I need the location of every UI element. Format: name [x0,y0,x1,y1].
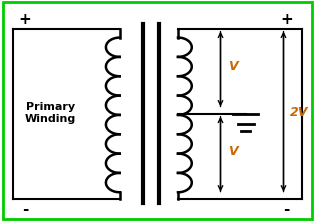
Text: Primary
Winding: Primary Winding [25,102,76,124]
Text: +: + [19,12,32,27]
Text: V: V [228,60,238,73]
Text: -: - [284,202,290,217]
Text: 2V: 2V [290,106,308,119]
Text: +: + [280,12,293,27]
Text: V: V [228,145,238,158]
Text: -: - [22,202,28,217]
